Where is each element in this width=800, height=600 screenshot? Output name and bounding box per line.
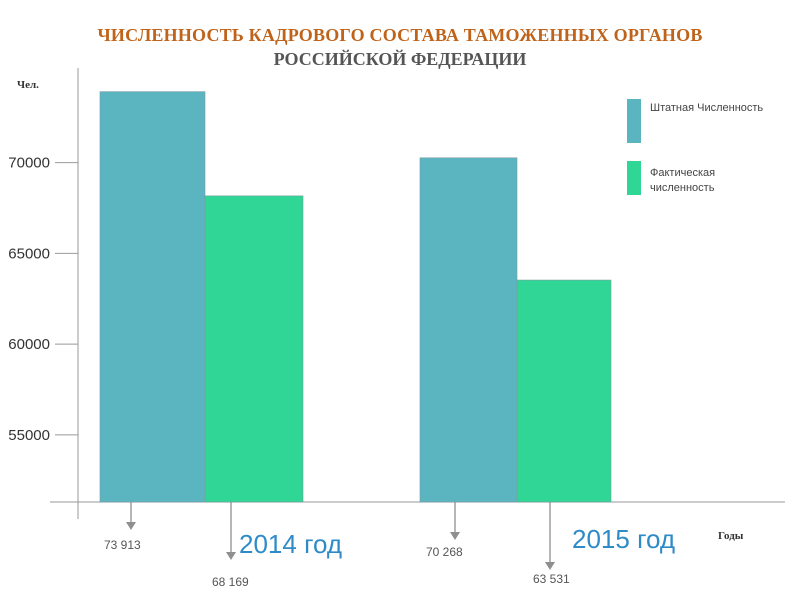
value-label: 70 268 [426,545,463,559]
bar-staff-1 [99,91,206,503]
legend-label-actual: Фактическая численность [650,167,715,194]
bar-staff-2 [419,157,518,503]
value-label: 68 169 [212,575,249,589]
y-tick-label: 65000 [8,245,50,262]
legend-swatch-staff [627,99,641,143]
y-axis-label: Чел. [17,79,39,91]
y-tick-label: 60000 [8,336,50,353]
value-pointer-arrowhead [226,552,236,560]
y-tick-label: 55000 [8,427,50,444]
value-pointer-arrowhead [126,522,136,530]
x-axis-label: Годы [718,530,744,542]
value-label: 63 531 [533,572,570,586]
legend-swatch-actual [627,161,641,195]
value-pointer-arrowhead [450,532,460,540]
value-label: 73 913 [104,538,141,552]
bar-actual-1 [204,195,304,503]
bar-actual-2 [516,279,612,503]
legend-label-staff: Штатная Численность [650,102,763,114]
chart-title-line2: РОССИЙСКОЙ ФЕДЕРАЦИИ [273,49,527,69]
value-pointer-arrowhead [545,562,555,570]
category-label: 2015 год [572,524,675,554]
y-tick-label: 70000 [8,155,50,172]
chart-title-line1: ЧИСЛЕННОСТЬ КАДРОВОГО СОСТАВА ТАМОЖЕННЫХ… [97,25,703,45]
category-label: 2014 год [239,529,342,559]
